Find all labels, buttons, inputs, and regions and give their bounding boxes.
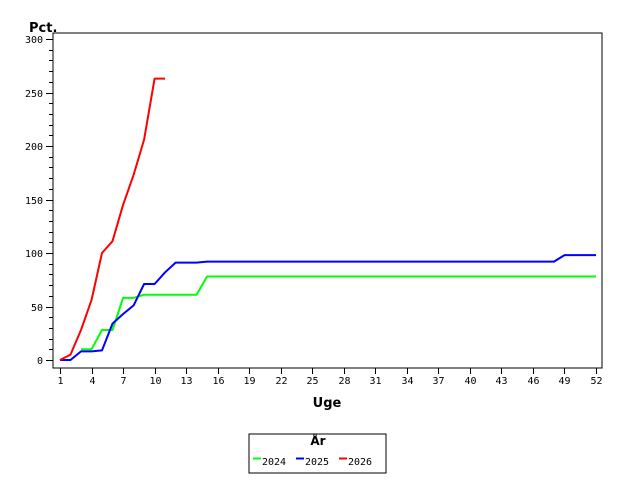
x-tick-label: 25 xyxy=(306,376,318,387)
y-tick-label: 200 xyxy=(25,142,43,153)
y-axis-title: Pct. xyxy=(29,21,57,36)
x-tick-label: 1 xyxy=(57,376,63,387)
x-axis-title: Uge xyxy=(313,396,342,411)
x-tick-label: 4 xyxy=(89,376,95,387)
x-tick-label: 22 xyxy=(275,376,287,387)
legend-label-2025: 2025 xyxy=(305,457,329,468)
x-tick-label: 43 xyxy=(495,376,507,387)
legend-label-2026: 2026 xyxy=(348,457,372,468)
y-tick-label: 100 xyxy=(25,249,43,260)
plot-area xyxy=(52,32,603,369)
x-tick-label: 19 xyxy=(243,376,255,387)
series-line-2026 xyxy=(59,77,166,361)
x-tick-label: 37 xyxy=(432,376,444,387)
y-tick-label: 150 xyxy=(25,196,43,207)
legend-label-2024: 2024 xyxy=(262,457,286,468)
series-line-2025 xyxy=(60,254,596,361)
legend-box xyxy=(248,433,387,474)
legend-title: År xyxy=(310,433,325,448)
x-tick-label: 46 xyxy=(527,376,539,387)
x-tick-label: 28 xyxy=(338,376,350,387)
legend: År 2024 2025 2026 xyxy=(248,433,387,474)
legend-items: 2024 2025 2026 xyxy=(253,457,372,468)
plot-frame xyxy=(52,32,603,369)
x-tick-label: 16 xyxy=(212,376,224,387)
x-tick-label: 13 xyxy=(180,376,192,387)
x-tick-label: 52 xyxy=(590,376,602,387)
y-tick-label: 50 xyxy=(31,303,43,314)
series-line-2024 xyxy=(81,275,596,351)
x-tick-label: 31 xyxy=(369,376,381,387)
x-axis: 1 4 7 10 13 16 19 22 25 28 31 34 37 40 43 46 49 52 xyxy=(57,368,603,387)
x-tick-label: 10 xyxy=(149,376,161,387)
series-layer xyxy=(59,77,596,361)
y-tick-label: 300 xyxy=(25,35,43,46)
y-tick-label: 0 xyxy=(37,356,43,367)
y-axis: 0 50 100 150 200 250 300 xyxy=(25,35,53,367)
x-tick-label: 49 xyxy=(558,376,570,387)
x-tick-label: 34 xyxy=(401,376,413,387)
y-tick-label: 250 xyxy=(25,89,43,100)
x-tick-label: 7 xyxy=(120,376,126,387)
x-tick-label: 40 xyxy=(464,376,476,387)
